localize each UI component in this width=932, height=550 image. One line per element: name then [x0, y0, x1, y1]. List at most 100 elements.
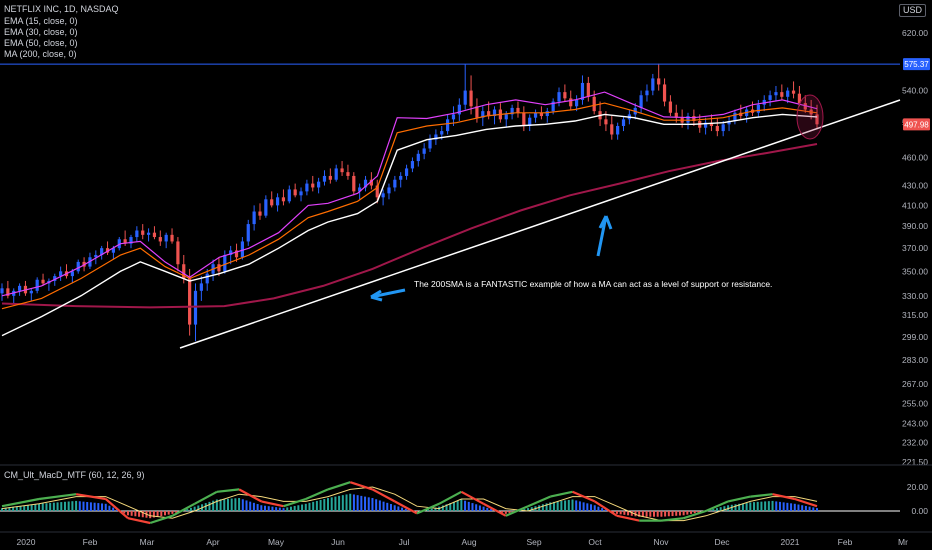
candle-body	[668, 101, 673, 113]
ma200-line	[1, 143, 818, 309]
candle-body	[29, 290, 33, 294]
macd-histogram-bar	[208, 501, 211, 511]
macd-histogram-bar	[252, 502, 255, 511]
candle-body	[6, 288, 10, 296]
x-tick-label: Mr	[898, 537, 908, 547]
candle-body	[105, 248, 110, 253]
macd-line-segment	[438, 490, 462, 505]
macd-histogram-bar	[641, 511, 644, 517]
price-label-text: 497.98	[904, 120, 929, 129]
time-axis: 2020 Feb Mar Apr May Jun Jul Aug Sep Oct Nov Dec 202…	[0, 531, 932, 547]
macd-histogram-bar	[464, 500, 467, 511]
candle-body	[17, 285, 22, 291]
macd-histogram-bar	[230, 498, 233, 511]
macd-histogram-bar	[1, 508, 3, 511]
candle-body	[733, 112, 737, 121]
macd-histogram-bar	[734, 504, 737, 511]
candle-body	[504, 114, 508, 120]
candle-body	[703, 122, 708, 128]
macd-histogram-bar	[15, 506, 18, 511]
macd-histogram-bar	[186, 509, 189, 511]
macd-histogram-bar	[690, 511, 693, 514]
currency-badge[interactable]: USD	[898, 4, 926, 17]
legend-ma200[interactable]: MA (200, close, 0)	[4, 49, 77, 59]
macd-histogram-bar	[319, 499, 322, 511]
candle-body	[176, 241, 180, 265]
ema15-line	[1, 91, 818, 297]
y-tick-label: 540.00	[902, 86, 928, 96]
candle-body	[709, 122, 714, 127]
macd-histogram-bar	[782, 502, 785, 511]
candle-body	[346, 172, 350, 176]
macd-histogram-bar	[667, 511, 670, 517]
macd-histogram-bar	[719, 507, 722, 511]
macd-histogram-bar	[26, 505, 29, 511]
candle-body	[457, 104, 461, 115]
macd-histogram-bar	[797, 504, 800, 511]
macd-histogram-bar	[78, 501, 81, 511]
macd-histogram-bar	[386, 502, 389, 511]
candle-body	[393, 179, 397, 188]
y-tick-label: 460.00	[902, 152, 928, 162]
macd-line-segment	[105, 498, 129, 520]
up-arrow	[596, 215, 613, 257]
candle-body	[375, 185, 379, 198]
candle-body	[575, 99, 579, 107]
candle-body	[516, 107, 520, 113]
candle-body	[240, 241, 244, 258]
macd-histogram-bar	[504, 511, 507, 514]
macd-histogram-bar	[34, 504, 37, 511]
moving-averages-layer	[1, 91, 818, 337]
candle-body	[53, 276, 57, 281]
candle-body	[158, 237, 162, 242]
macd-histogram-bar	[123, 511, 126, 514]
macd-histogram-bar	[356, 495, 359, 511]
candle-body	[404, 168, 409, 176]
macd-histogram-bar	[149, 511, 152, 519]
macd-line-segment	[327, 481, 351, 491]
candle-body	[311, 183, 315, 188]
candle-body	[234, 250, 239, 258]
macd-histogram-bar	[56, 502, 59, 511]
macd-line-segment	[127, 517, 151, 525]
macd-line-segment	[261, 500, 284, 508]
candle-body	[299, 191, 303, 196]
candle-body	[264, 199, 268, 216]
macd-histogram-bar	[452, 501, 455, 511]
macd-histogram-bar	[67, 501, 70, 511]
macd-histogram-bar	[226, 498, 229, 511]
candle-body	[0, 288, 4, 294]
macd-histogram-bar	[171, 511, 174, 514]
macd-histogram-bar	[567, 499, 570, 511]
macd-histogram-bar	[660, 511, 663, 517]
macd-histogram-bar	[586, 503, 589, 511]
candle-body	[727, 120, 731, 125]
legend-ema50[interactable]: EMA (50, close, 0)	[4, 38, 78, 48]
macd-line-segment	[616, 514, 640, 522]
macd-histogram-bar	[482, 506, 485, 511]
legend-ema15[interactable]: EMA (15, close, 0)	[4, 16, 78, 26]
macd-line-segment	[527, 495, 551, 508]
macd-line-segment	[683, 509, 707, 520]
macd-histogram-bar	[156, 511, 159, 517]
macd-histogram-bar	[764, 501, 767, 511]
macd-histogram-bar	[430, 508, 433, 511]
symbol-title[interactable]: NETFLIX INC, 1D, NASDAQ	[4, 4, 119, 14]
macd-histogram-bar	[389, 504, 392, 511]
candle-body	[223, 254, 227, 272]
macd-histogram-bar	[130, 511, 133, 516]
candle-body	[41, 279, 45, 284]
macd-histogram-bar	[41, 503, 44, 511]
macd-histogram-bar	[215, 499, 218, 511]
legend-ema30[interactable]: EMA (30, close, 0)	[4, 27, 78, 37]
macd-histogram-bar	[775, 501, 778, 511]
candle-body	[692, 116, 696, 121]
macd-histogram-bar	[560, 500, 563, 511]
macd-histogram-bar	[664, 511, 667, 517]
candle-body	[639, 95, 643, 108]
candle-body	[791, 90, 796, 94]
candle-body	[604, 119, 608, 125]
indicator-legend[interactable]: CM_Ult_MacD_MTF (60, 12, 26, 9)	[4, 470, 145, 480]
macd-histogram-bar	[767, 501, 770, 511]
